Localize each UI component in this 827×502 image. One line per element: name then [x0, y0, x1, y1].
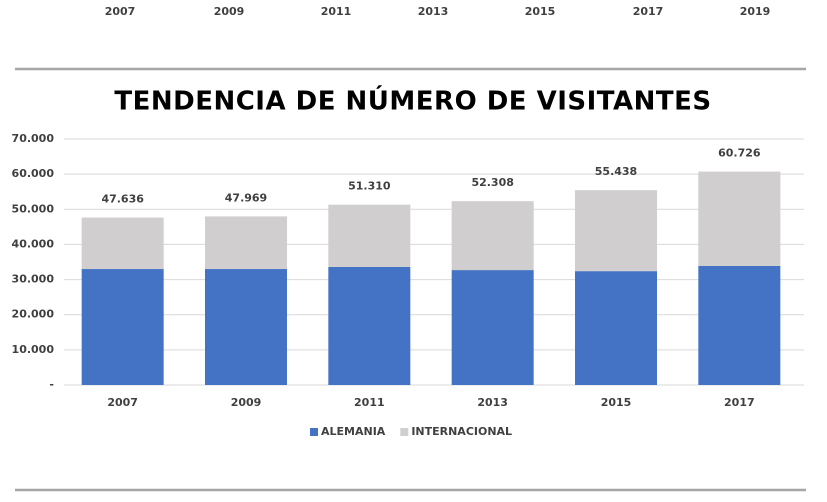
bar-segment [575, 190, 657, 272]
x-tick-label: 2017 [633, 5, 664, 18]
bar-segment [205, 216, 287, 270]
bar-segment [698, 265, 781, 385]
legend-swatch [310, 428, 318, 436]
x-tick-label: 2015 [601, 396, 632, 409]
x-tick-label: 2019 [740, 5, 771, 18]
y-tick-label: - [49, 378, 54, 391]
total-label: 52.308 [471, 176, 513, 189]
x-tick-label: 2017 [724, 396, 755, 409]
y-tick-label: 70.000 [12, 132, 55, 145]
x-tick-label: 2009 [231, 396, 262, 409]
total-label: 47.969 [225, 191, 267, 204]
x-tick-label: 2013 [418, 5, 449, 18]
total-label: 55.438 [595, 165, 637, 178]
bar-segment [205, 269, 287, 385]
bar-segment [81, 269, 164, 385]
legend-label: INTERNACIONAL [411, 425, 512, 438]
x-tick-label: 2011 [354, 396, 385, 409]
legend-label: ALEMANIA [321, 425, 386, 438]
bar-segment [81, 217, 164, 270]
x-tick-label: 2011 [321, 5, 352, 18]
total-label: 47.636 [101, 193, 144, 206]
y-tick-label: 30.000 [12, 273, 55, 286]
x-tick-label: 2015 [525, 5, 556, 18]
y-tick-label: 20.000 [12, 308, 55, 321]
bar-segment [328, 204, 411, 267]
bar-segment [451, 201, 534, 271]
x-tick-label: 2013 [477, 396, 508, 409]
y-tick-label: 10.000 [12, 343, 55, 356]
x-tick-label: 2009 [214, 5, 245, 18]
bar-segment [328, 266, 411, 385]
total-label: 51.310 [348, 180, 391, 193]
y-tick-label: 50.000 [12, 202, 55, 215]
total-label: 60.726 [718, 147, 761, 160]
bar-segment [698, 171, 781, 266]
x-tick-label: 2007 [105, 5, 136, 18]
legend-swatch [400, 428, 409, 436]
chart-title: TENDENCIA DE NÚMERO DE VISITANTES [114, 85, 711, 117]
y-tick-label: 60.000 [12, 167, 55, 180]
bar-segment [451, 270, 534, 385]
x-tick-label: 2007 [107, 396, 138, 409]
y-tick-label: 40.000 [12, 237, 55, 250]
bar-segment [575, 271, 657, 385]
